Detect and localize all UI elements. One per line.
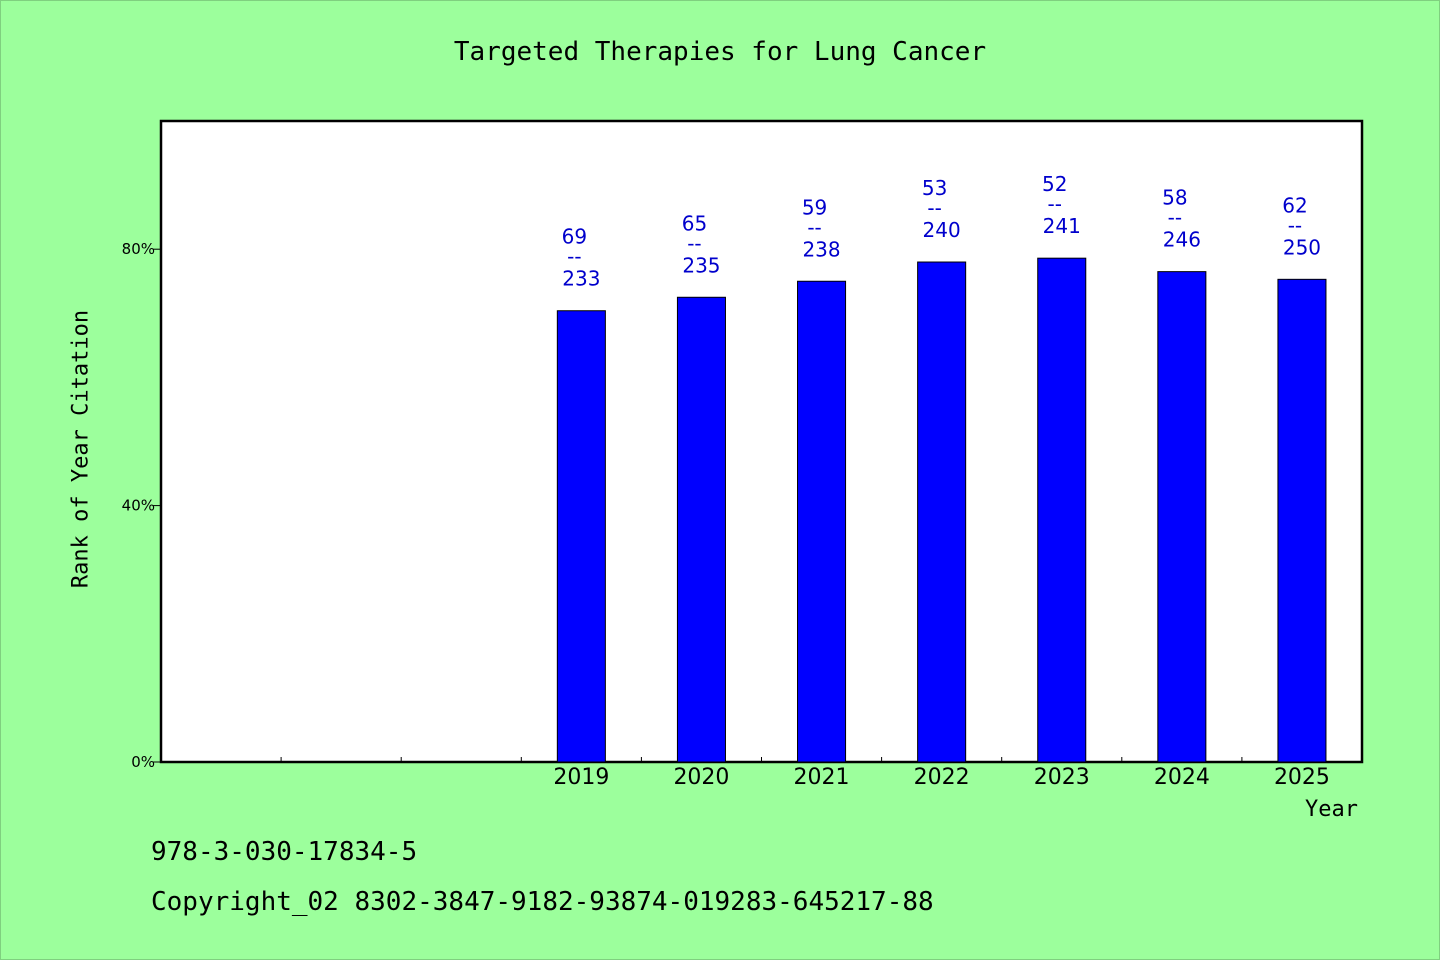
data-label-separator: -- xyxy=(687,231,701,255)
data-label-top: 52 xyxy=(1042,172,1067,196)
data-label-top: 65 xyxy=(682,211,707,235)
x-tick-label: 2024 xyxy=(1154,765,1210,790)
data-label-top: 59 xyxy=(802,195,827,219)
bar xyxy=(1037,257,1087,763)
data-label-bottom: 233 xyxy=(562,267,600,291)
y-tick-label: 40% xyxy=(122,497,155,515)
x-tick-label: 2023 xyxy=(1034,765,1090,790)
x-tick-label: 2025 xyxy=(1274,765,1330,790)
bar xyxy=(1277,278,1327,763)
bar xyxy=(676,296,726,763)
x-tick-label: 2022 xyxy=(914,765,970,790)
bar xyxy=(556,310,606,763)
data-label-separator: -- xyxy=(1048,192,1062,216)
chart-title: Targeted Therapies for Lung Cancer xyxy=(453,37,987,67)
data-label-bottom: 250 xyxy=(1283,235,1321,259)
data-label-separator: -- xyxy=(1288,213,1302,237)
y-tick-label: 80% xyxy=(122,240,155,258)
x-tick-label: 2019 xyxy=(553,765,609,790)
x-tick-label: 2021 xyxy=(794,765,850,790)
isbn-text: 978-3-030-17834-5 xyxy=(151,837,418,867)
data-label-separator: -- xyxy=(807,215,821,239)
data-label-top: 58 xyxy=(1162,186,1187,210)
data-label-bottom: 246 xyxy=(1163,228,1201,252)
data-label-separator: -- xyxy=(927,196,941,220)
bar xyxy=(1157,271,1207,763)
bar xyxy=(797,280,847,763)
y-tick-label: 0% xyxy=(131,753,155,771)
data-label-separator: -- xyxy=(1168,206,1182,230)
bar xyxy=(917,261,967,763)
data-label-bottom: 241 xyxy=(1043,214,1081,238)
data-label-bottom: 238 xyxy=(802,237,840,261)
copyright-text: Copyright_02 8302-3847-9182-93874-019283… xyxy=(151,887,934,917)
data-label-top: 62 xyxy=(1282,193,1307,217)
data-label-top: 53 xyxy=(922,176,947,200)
data-label-top: 69 xyxy=(562,225,587,249)
x-tick-label: 2020 xyxy=(673,765,729,790)
data-label-separator: -- xyxy=(567,245,581,269)
data-label-bottom: 240 xyxy=(923,218,961,242)
data-label-bottom: 235 xyxy=(682,253,720,277)
x-axis-label: Year xyxy=(1305,797,1358,822)
